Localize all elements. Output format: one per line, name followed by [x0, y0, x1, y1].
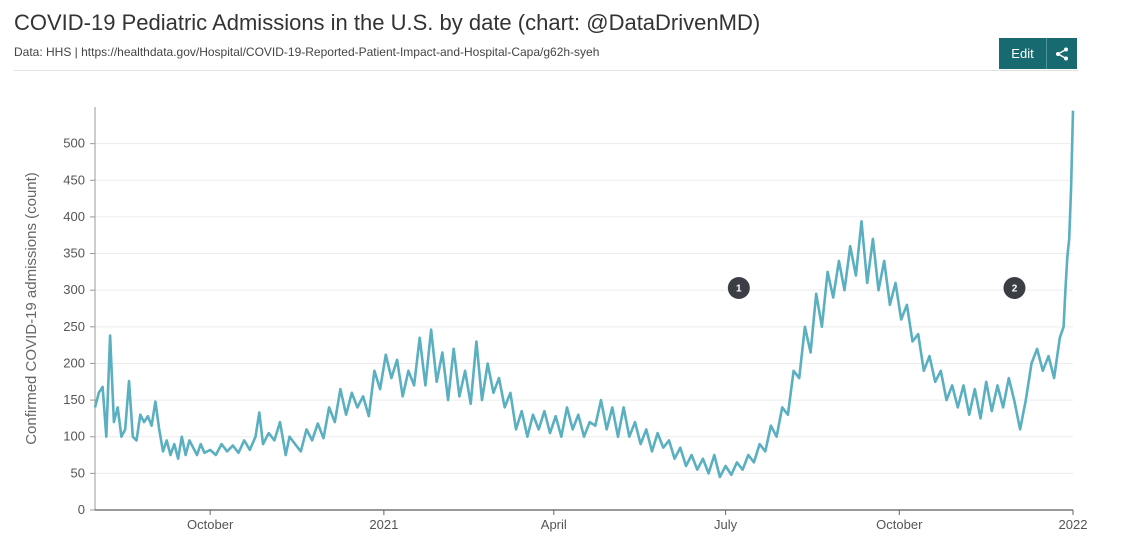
- y-tick-label: 100: [63, 429, 85, 444]
- y-tick-label: 500: [63, 136, 85, 151]
- header-divider: [14, 70, 1078, 71]
- y-tick-label: 250: [63, 319, 85, 334]
- chart-actions: Edit: [999, 38, 1077, 69]
- annotation-marker: [1003, 276, 1026, 299]
- y-tick-label: 350: [63, 246, 85, 261]
- annotation-label: 2: [1012, 283, 1018, 294]
- annotation-label: 1: [736, 283, 742, 294]
- x-tick-label: October: [187, 517, 234, 532]
- y-tick-label: 150: [63, 392, 85, 407]
- y-tick-label: 400: [63, 209, 85, 224]
- annotation-marker: [727, 276, 750, 299]
- y-tick-label: 300: [63, 282, 85, 297]
- x-tick-label: 2022: [1059, 517, 1088, 532]
- y-tick-label: 0: [78, 502, 85, 517]
- x-tick-label: October: [876, 517, 923, 532]
- share-button[interactable]: [1047, 38, 1077, 69]
- x-tick-label: July: [714, 517, 738, 532]
- series-line: [93, 110, 1075, 479]
- y-axis-label: Confirmed COVID-19 admissions (count): [23, 172, 40, 445]
- y-tick-label: 450: [63, 172, 85, 187]
- y-tick-label: 50: [71, 465, 85, 480]
- chart-source: Data: HHS | https://healthdata.gov/Hospi…: [14, 45, 600, 59]
- x-tick-label: April: [541, 517, 567, 532]
- x-tick-label: 2021: [369, 517, 398, 532]
- chart-title: COVID-19 Pediatric Admissions in the U.S…: [14, 10, 761, 35]
- share-icon: [1056, 47, 1068, 60]
- edit-button[interactable]: Edit: [999, 38, 1047, 69]
- y-tick-label: 200: [63, 355, 85, 370]
